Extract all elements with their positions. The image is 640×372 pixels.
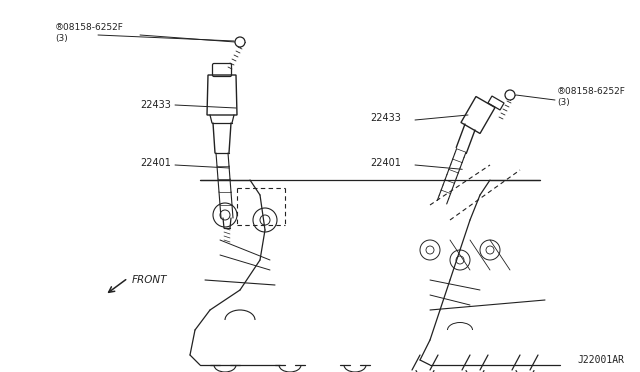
Text: 22401: 22401 (370, 158, 401, 168)
Text: FRONT: FRONT (132, 275, 168, 285)
Circle shape (235, 37, 245, 47)
Text: 22433: 22433 (140, 100, 171, 110)
Text: 22401: 22401 (140, 158, 171, 168)
Text: J22001AR: J22001AR (577, 355, 624, 365)
Text: ®08158-6252F
(3): ®08158-6252F (3) (557, 87, 626, 107)
Text: 22433: 22433 (370, 113, 401, 123)
Circle shape (505, 90, 515, 100)
Text: ®08158-6252F
(3): ®08158-6252F (3) (55, 23, 124, 43)
